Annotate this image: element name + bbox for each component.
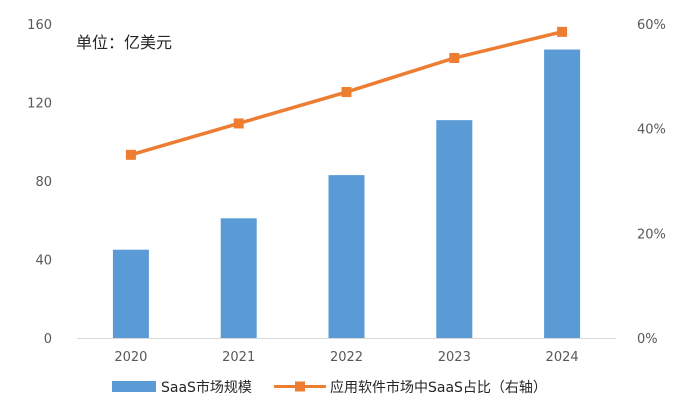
- y-left-tick-label: 80: [35, 175, 52, 190]
- bar-2024: [544, 49, 581, 338]
- y-left-tick-label: 120: [27, 97, 52, 112]
- share-point-2024: [557, 26, 568, 37]
- y-right-tick-label: 20%: [637, 227, 666, 242]
- legend-swatch-marker: [295, 381, 305, 392]
- y-right-tick-label: 0%: [637, 332, 658, 347]
- legend-label-line: 应用软件市场中SaaS占比（右轴）: [330, 379, 547, 396]
- share-point-2022: [341, 87, 352, 98]
- bar-2021: [220, 218, 257, 338]
- unit-label: 单位：亿美元: [76, 33, 172, 52]
- bar-2022: [328, 175, 365, 338]
- share-point-2020: [125, 149, 136, 160]
- x-tick-label: 2021: [222, 350, 255, 365]
- y-left-tick-label: 160: [27, 18, 52, 33]
- y-right-tick-label: 60%: [637, 18, 666, 33]
- x-tick-label: 2023: [438, 350, 471, 365]
- bar-2020: [112, 249, 149, 338]
- bar-2023: [436, 120, 473, 338]
- y-right-tick-label: 40%: [637, 123, 666, 138]
- legend-label-bars: SaaS市场规模: [161, 379, 252, 396]
- bars-layer: [112, 49, 581, 338]
- x-tick-label: 2024: [546, 350, 579, 365]
- share-point-2021: [233, 118, 244, 129]
- y-left-tick-label: 0: [44, 332, 52, 347]
- share-point-2023: [449, 53, 460, 64]
- line-layer: [125, 26, 568, 160]
- x-tick-label: 2022: [330, 350, 363, 365]
- axes-layer: 0 40 80 120 160 0% 20% 40% 60% 2020 2021 2022 2023 20…: [27, 18, 666, 365]
- legend: SaaS市场规模 应用软件市场中SaaS占比（右轴）: [112, 379, 547, 396]
- x-tick-label: 2020: [114, 350, 147, 365]
- legend-swatch-bars: [112, 381, 156, 392]
- y-left-tick-label: 40: [35, 254, 52, 269]
